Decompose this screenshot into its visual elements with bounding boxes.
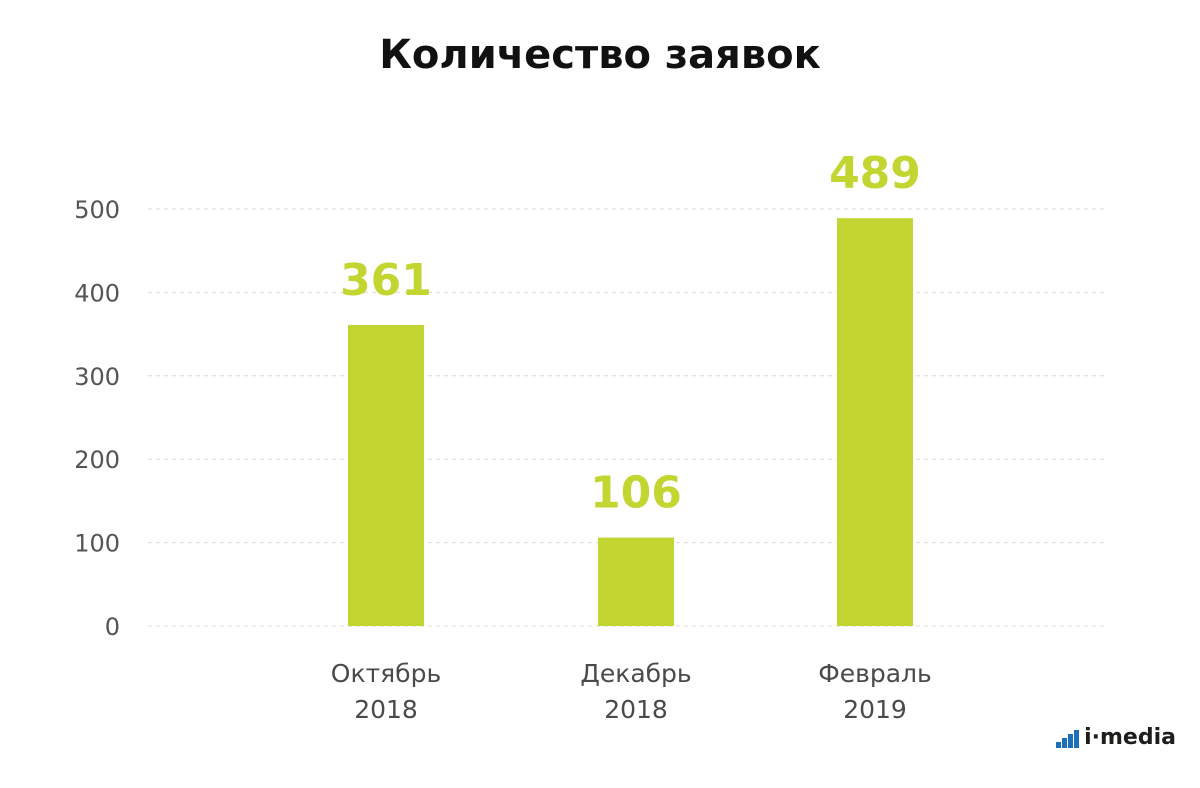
y-tick-label: 400 <box>74 279 120 307</box>
bar <box>348 324 424 626</box>
x-tick-label: Октябрь <box>331 659 441 688</box>
y-tick-label: 500 <box>74 196 120 224</box>
brand-logo: i·media <box>1056 725 1176 750</box>
data-label: 361 <box>340 255 432 306</box>
y-tick-label: 0 <box>105 613 120 641</box>
x-tick-label: 2018 <box>604 695 668 724</box>
y-tick-label: 300 <box>74 363 120 391</box>
chart-title: Количество заявок <box>379 32 821 78</box>
brand-text: i·media <box>1084 725 1176 750</box>
bar <box>837 218 913 626</box>
logo-bars-icon <box>1056 729 1080 748</box>
x-tick-label: Февраль <box>818 659 932 688</box>
x-tick-label: 2018 <box>354 695 418 724</box>
y-tick-label: 100 <box>74 530 120 558</box>
x-tick-label: Декабрь <box>580 659 691 688</box>
bar <box>598 537 674 626</box>
data-label: 106 <box>590 468 682 519</box>
y-tick-label: 200 <box>74 446 120 474</box>
data-label: 489 <box>829 148 921 199</box>
x-tick-label: 2019 <box>843 695 907 724</box>
